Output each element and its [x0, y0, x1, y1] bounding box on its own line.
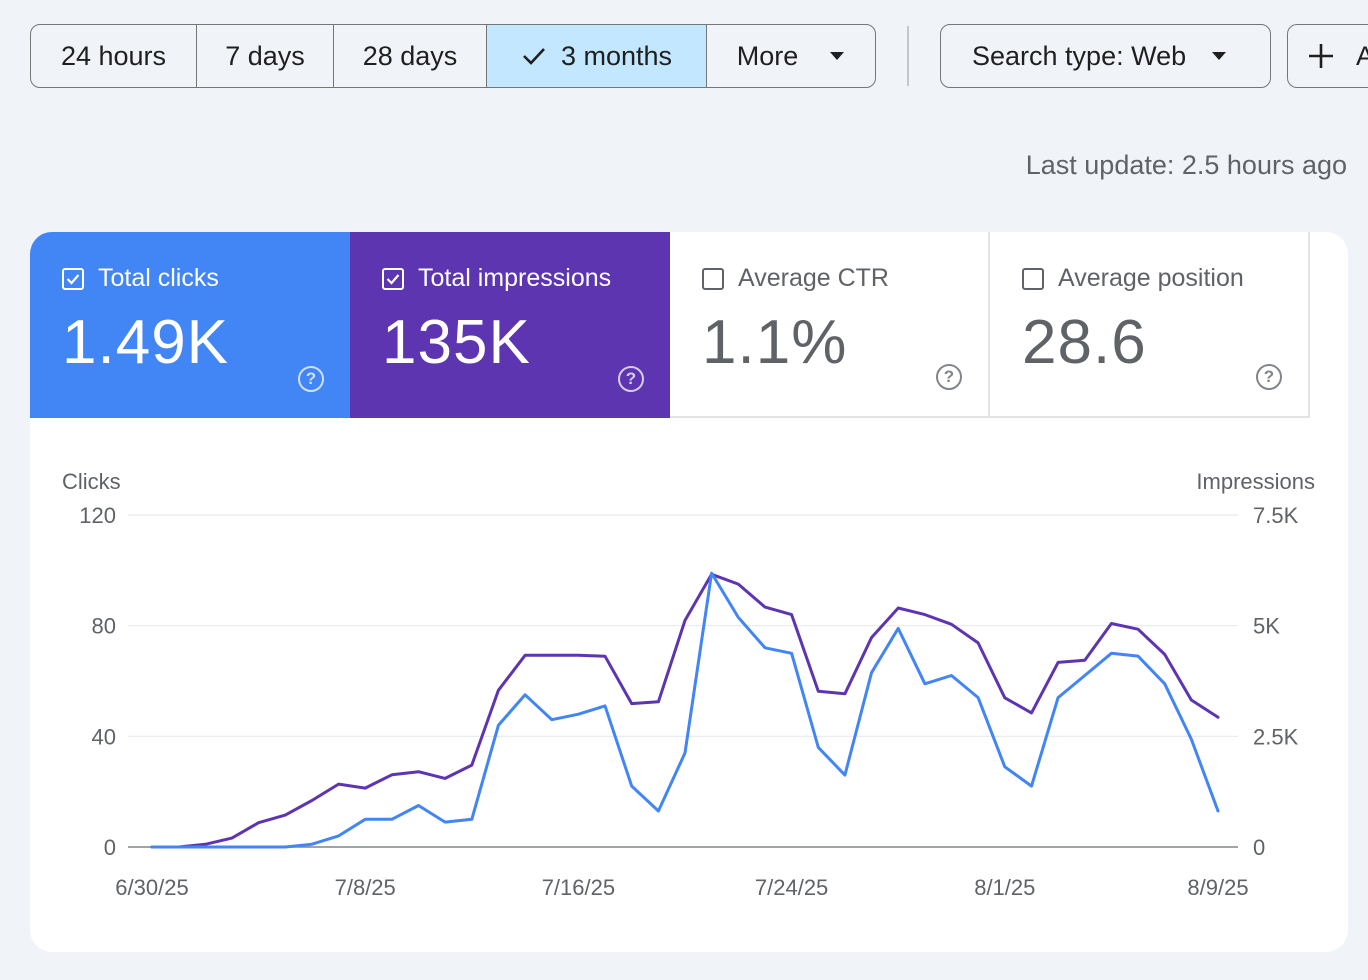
series-line-impressions — [150, 572, 1220, 849]
toolbar-divider — [907, 26, 909, 86]
x-tick-label: 8/1/25 — [974, 875, 1035, 900]
metric-label: Total impressions — [418, 264, 612, 292]
help-icon[interactable]: ? — [298, 366, 324, 392]
left-axis-label: Clicks — [62, 469, 121, 494]
y-right-tick-label: 5K — [1253, 614, 1280, 639]
checkbox-checked-icon[interactable] — [382, 267, 404, 290]
check-icon — [523, 48, 545, 65]
metric-value: 1.1% — [702, 308, 848, 377]
range-24-hours-button[interactable]: 24 hours — [31, 25, 197, 87]
performance-chart: Clicks Impressions 120 7.5K 80 5K 40 2.5K 0 0 6/… — [62, 469, 1315, 900]
y-right-tick-label: 0 — [1253, 835, 1265, 860]
y-right-tick-label: 7.5K — [1253, 503, 1299, 528]
plus-icon — [1309, 44, 1333, 68]
x-tick-label: 7/16/25 — [542, 875, 615, 900]
x-tick-label: 8/9/25 — [1187, 875, 1248, 900]
more-range-dropdown[interactable]: More — [707, 25, 874, 87]
y-left-tick-label: 80 — [92, 614, 116, 639]
checkbox-unchecked-icon[interactable] — [702, 267, 724, 290]
range-3-months-button[interactable]: 3 months — [487, 25, 707, 87]
metric-average-ctr[interactable]: Average CTR 1.1% ? — [670, 232, 990, 418]
right-axis-label: Impressions — [1196, 469, 1315, 494]
metric-total-clicks[interactable]: Total clicks 1.49K ? — [30, 232, 350, 418]
help-icon[interactable]: ? — [936, 364, 962, 390]
last-update-text: Last update: 2.5 hours ago — [1025, 150, 1347, 180]
y-right-tick-label: 2.5K — [1253, 724, 1299, 749]
help-icon[interactable]: ? — [1256, 364, 1282, 390]
x-tick-label: 6/30/25 — [115, 875, 188, 900]
range-7-days-button[interactable]: 7 days — [197, 25, 334, 87]
y-left-tick-label: 0 — [104, 835, 116, 860]
x-tick-label: 7/24/25 — [755, 875, 828, 900]
metric-total-impressions[interactable]: Total impressions 135K ? — [350, 232, 670, 418]
metric-value: 28.6 — [1022, 308, 1147, 377]
metric-label: Average position — [1058, 264, 1244, 292]
series-line-clicks — [150, 571, 1220, 849]
x-tick-label: 7/8/25 — [335, 875, 396, 900]
range-28-days-button[interactable]: 28 days — [334, 25, 487, 87]
checkbox-unchecked-icon[interactable] — [1022, 267, 1044, 290]
help-icon[interactable]: ? — [618, 366, 644, 392]
metric-value: 135K — [382, 308, 531, 377]
dropdown-arrow-icon — [830, 52, 845, 60]
y-left-tick-label: 40 — [92, 724, 116, 749]
add-filter-button[interactable]: A — [1287, 24, 1368, 88]
metric-label: Average CTR — [738, 264, 889, 292]
y-left-tick-label: 120 — [79, 503, 116, 528]
metric-average-position[interactable]: Average position 28.6 ? — [990, 232, 1310, 418]
checkbox-checked-icon[interactable] — [62, 267, 84, 290]
metric-label: Total clicks — [98, 264, 219, 292]
metric-value: 1.49K — [62, 308, 230, 377]
date-range-selector: 24 hours 7 days 28 days 3 months More — [30, 24, 876, 88]
search-type-dropdown[interactable]: Search type: Web — [940, 24, 1271, 88]
dropdown-arrow-icon — [1212, 52, 1227, 60]
performance-card: Total clicks 1.49K ? Total impressions 1… — [30, 232, 1348, 952]
